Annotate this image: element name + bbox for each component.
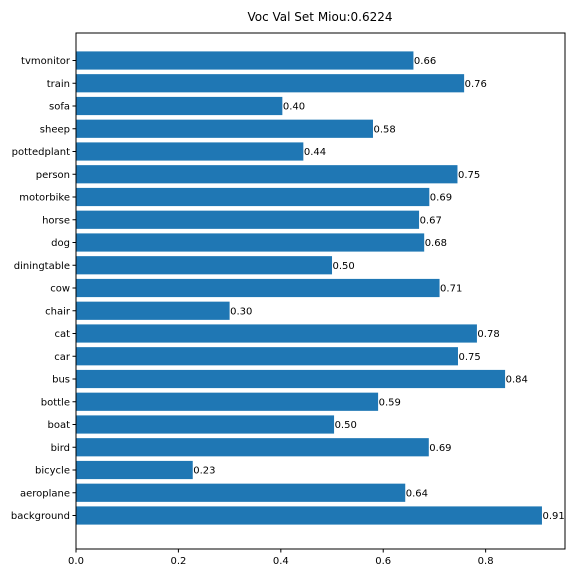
y-tick-label-car: car bbox=[54, 352, 71, 363]
x-tick-label: 0.2 bbox=[170, 556, 186, 567]
y-tick-label-bicycle: bicycle bbox=[35, 466, 70, 477]
bar-diningtable bbox=[76, 256, 333, 275]
value-label-tvmonitor: 0.66 bbox=[414, 56, 436, 67]
bar-train bbox=[76, 74, 465, 93]
bar-chair bbox=[76, 301, 230, 320]
value-label-cat: 0.78 bbox=[477, 329, 499, 340]
value-label-horse: 0.67 bbox=[420, 215, 442, 226]
y-tick-label-bottle: bottle bbox=[41, 397, 70, 408]
bar-background bbox=[76, 506, 542, 525]
y-tick-label-person: person bbox=[36, 170, 70, 181]
y-tick-label-cat: cat bbox=[54, 329, 70, 340]
value-label-dog: 0.68 bbox=[425, 238, 447, 249]
plot-frame bbox=[75, 32, 566, 550]
chart-title: Voc Val Set Miou:0.6224 bbox=[248, 10, 393, 24]
y-tick-label-chair: chair bbox=[45, 306, 71, 317]
bar-aeroplane bbox=[76, 483, 406, 502]
value-label-boat: 0.50 bbox=[335, 420, 357, 431]
y-tick-label-diningtable: diningtable bbox=[14, 261, 70, 272]
y-tick-label-train: train bbox=[47, 79, 70, 90]
bar-bus bbox=[76, 369, 506, 389]
value-label-diningtable: 0.50 bbox=[333, 261, 355, 272]
value-label-aeroplane: 0.64 bbox=[406, 488, 428, 499]
bar-car bbox=[76, 347, 458, 366]
bar-boat bbox=[76, 415, 335, 434]
y-tick-label-background: background bbox=[11, 511, 70, 522]
y-tick-label-dog: dog bbox=[51, 238, 70, 249]
bar-cow bbox=[76, 278, 440, 298]
value-label-bicycle: 0.23 bbox=[193, 466, 215, 477]
bar-person bbox=[76, 165, 458, 184]
value-label-cow: 0.71 bbox=[440, 284, 462, 295]
bar-pottedplant bbox=[76, 142, 304, 161]
value-label-person: 0.75 bbox=[458, 170, 480, 181]
value-label-pottedplant: 0.44 bbox=[304, 147, 326, 158]
bar-dog bbox=[76, 233, 425, 252]
value-label-background: 0.91 bbox=[542, 511, 564, 522]
bar-bird bbox=[76, 438, 429, 457]
value-label-motorbike: 0.69 bbox=[430, 193, 452, 204]
bar-horse bbox=[76, 210, 420, 229]
bar-motorbike bbox=[76, 187, 430, 207]
bar-sheep bbox=[76, 119, 373, 138]
y-tick-label-tvmonitor: tvmonitor bbox=[21, 56, 71, 67]
x-tick-label: 0.8 bbox=[478, 556, 494, 567]
value-label-bus: 0.84 bbox=[506, 375, 528, 386]
y-tick-label-bus: bus bbox=[52, 375, 70, 386]
value-label-bottle: 0.59 bbox=[379, 397, 401, 408]
value-label-sheep: 0.58 bbox=[373, 124, 395, 135]
bar-cat bbox=[76, 324, 477, 343]
y-tick-label-sheep: sheep bbox=[40, 124, 70, 135]
x-tick-label: 0.6 bbox=[375, 556, 391, 567]
x-tick-label: 0.0 bbox=[68, 556, 84, 567]
y-tick-label-motorbike: motorbike bbox=[19, 193, 70, 204]
y-tick-label-pottedplant: pottedplant bbox=[12, 147, 70, 158]
y-tick-label-cow: cow bbox=[50, 284, 70, 295]
value-label-bird: 0.69 bbox=[429, 443, 451, 454]
x-tick-label: 0.4 bbox=[273, 556, 289, 567]
value-labels-group: 0.91 0.64 0.23 0.69 0.50 0.59 0.84 0.75 0.78 0.30… bbox=[193, 56, 564, 522]
bar-tvmonitor bbox=[76, 51, 414, 70]
bar-sofa bbox=[76, 96, 283, 116]
value-label-sofa: 0.40 bbox=[283, 102, 305, 113]
value-label-train: 0.76 bbox=[465, 79, 487, 90]
y-tick-label-sofa: sofa bbox=[49, 102, 70, 113]
bar-bicycle bbox=[76, 460, 193, 480]
y-tick-label-aeroplane: aeroplane bbox=[20, 488, 70, 499]
value-label-car: 0.75 bbox=[458, 352, 480, 363]
x-axis-ticks: 0.0 0.2 0.4 0.6 0.8 bbox=[68, 549, 494, 567]
y-tick-label-bird: bird bbox=[51, 443, 70, 454]
y-tick-label-horse: horse bbox=[42, 215, 70, 226]
y-tick-label-boat: boat bbox=[47, 420, 70, 431]
value-label-chair: 0.30 bbox=[230, 306, 252, 317]
y-axis-ticks: background aeroplane bicycle bird boat bottle… bbox=[11, 56, 76, 522]
bars-group bbox=[76, 51, 542, 525]
bar-bottle bbox=[76, 392, 379, 411]
